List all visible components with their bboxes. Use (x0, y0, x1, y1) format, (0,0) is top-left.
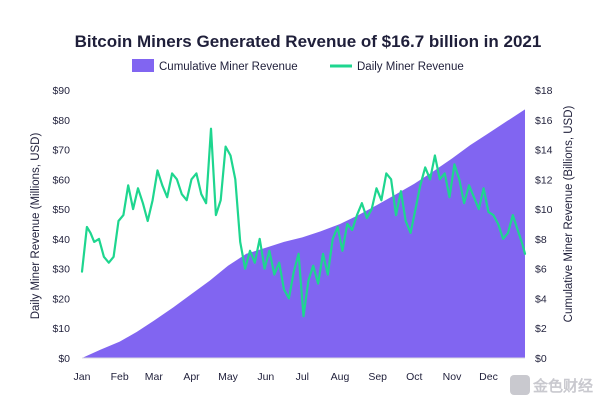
x-tick-label: Dec (479, 371, 498, 383)
x-tick-label: Jan (74, 371, 91, 383)
right-tick-label: $16 (535, 115, 553, 127)
chart-title: Bitcoin Miners Generated Revenue of $16.… (75, 32, 542, 51)
left-tick-label: $60 (52, 174, 70, 186)
right-tick-label: $12 (535, 174, 553, 186)
x-axis-ticks: Jan Feb Mar Apr May Jun Jul Aug Sep Oct Nov Dec (74, 371, 498, 383)
left-tick-label: $70 (52, 145, 70, 157)
right-axis-title: Cumulative Miner Revenue (Billions, USD) (563, 106, 575, 323)
watermark: 金色财经 (510, 375, 593, 395)
left-tick-label: $0 (58, 353, 70, 365)
series-cumulative-area (82, 109, 525, 359)
right-axis-ticks: $0 $2 $4 $6 $8 $10 $12 $14 $16 $18 (535, 85, 553, 365)
x-tick-label: Sep (368, 371, 387, 383)
x-tick-label: Apr (183, 371, 200, 383)
left-axis-title: Daily Miner Revenue (Millions, USD) (30, 133, 42, 320)
left-tick-label: $50 (52, 204, 70, 216)
legend: Cumulative Miner Revenue Daily Miner Rev… (132, 59, 464, 73)
x-tick-label: Mar (145, 371, 164, 383)
x-tick-label: May (218, 371, 239, 383)
left-tick-label: $40 (52, 234, 70, 246)
legend-label-daily: Daily Miner Revenue (357, 61, 464, 73)
right-tick-label: $8 (535, 234, 547, 246)
right-tick-label: $18 (535, 85, 553, 97)
right-tick-label: $10 (535, 204, 553, 216)
left-tick-label: $30 (52, 264, 70, 276)
left-tick-label: $20 (52, 293, 70, 305)
x-tick-label: Jul (296, 371, 309, 383)
left-tick-label: $90 (52, 85, 70, 97)
left-axis-ticks: $0 $10 $20 $30 $40 $50 $60 $70 $80 $90 (52, 85, 70, 365)
left-tick-label: $80 (52, 115, 70, 127)
x-tick-label: Feb (111, 371, 129, 383)
plot-area (80, 109, 527, 359)
series-daily-line (80, 127, 527, 318)
legend-label-cumulative: Cumulative Miner Revenue (159, 61, 298, 73)
legend-swatch-cumulative (132, 59, 154, 72)
right-tick-label: $6 (535, 264, 547, 276)
right-tick-label: $0 (535, 353, 547, 365)
x-tick-label: Aug (331, 371, 350, 383)
x-tick-label: Oct (406, 371, 422, 383)
watermark-logo-icon (510, 375, 530, 395)
right-tick-label: $4 (535, 293, 547, 305)
right-tick-label: $14 (535, 145, 553, 157)
x-tick-label: Jun (257, 371, 274, 383)
right-tick-label: $2 (535, 323, 547, 335)
watermark-text: 金色财经 (532, 377, 593, 395)
left-tick-label: $10 (52, 323, 70, 335)
x-tick-label: Nov (443, 371, 462, 383)
